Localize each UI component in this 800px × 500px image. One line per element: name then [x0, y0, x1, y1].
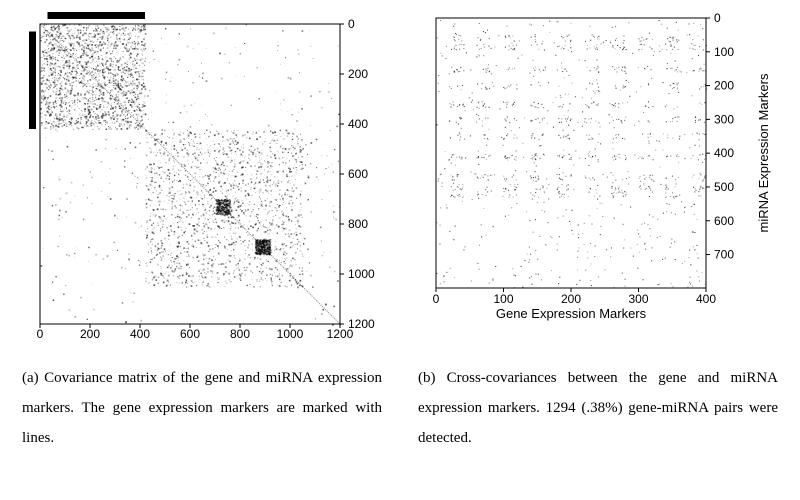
- figure-row: 0200400600800100012000200400600800100012…: [0, 0, 800, 345]
- panel-a: 0200400600800100012000200400600800100012…: [20, 10, 390, 345]
- panel-b-plot: 01002003004000100200300400500600700Gene …: [420, 10, 780, 327]
- caption-b: (b) Cross-covariances between the gene a…: [418, 363, 778, 453]
- caption-row: (a) Covariance matrix of the gene and mi…: [0, 345, 800, 453]
- panel-a-plot: 0200400600800100012000200400600800100012…: [20, 10, 390, 345]
- panel-b: 01002003004000100200300400500600700Gene …: [420, 10, 780, 327]
- panel-a-svg: 0200400600800100012000200400600800100012…: [20, 10, 390, 340]
- caption-a: (a) Covariance matrix of the gene and mi…: [22, 363, 382, 453]
- panel-b-svg: 01002003004000100200300400500600700Gene …: [420, 10, 780, 322]
